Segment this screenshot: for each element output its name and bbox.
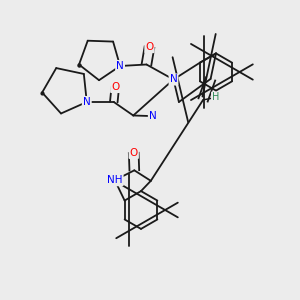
Text: NH: NH <box>107 175 123 185</box>
Text: O: O <box>111 82 119 92</box>
Text: N: N <box>149 111 157 121</box>
Text: N: N <box>83 97 91 107</box>
Text: O: O <box>146 42 154 52</box>
Text: H: H <box>212 92 219 103</box>
Text: N: N <box>169 74 177 85</box>
Text: O: O <box>130 148 138 158</box>
Text: N: N <box>116 61 124 71</box>
